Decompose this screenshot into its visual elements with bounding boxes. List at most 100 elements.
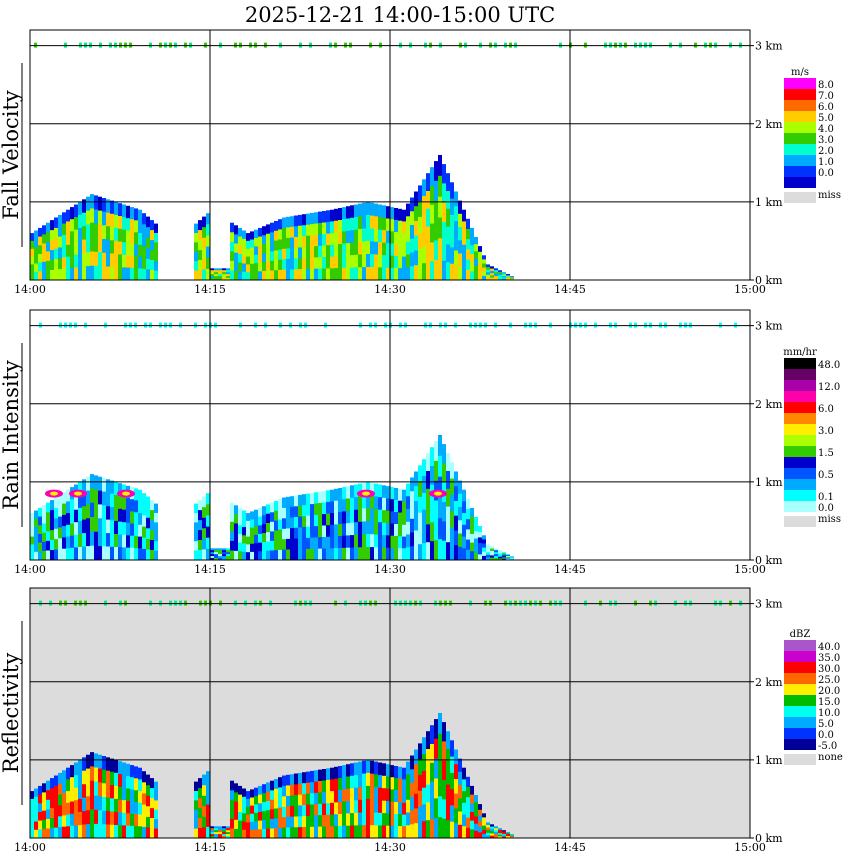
echo-cell <box>502 557 506 560</box>
echo-cell <box>506 276 510 278</box>
echo-cell <box>94 265 98 281</box>
echo-cell <box>298 505 302 518</box>
echo-cell <box>54 217 58 229</box>
echo-cell <box>146 795 150 807</box>
echo-cell <box>214 270 218 273</box>
colorbar-swatch <box>784 100 816 111</box>
echo-cell <box>62 234 66 247</box>
echo-cell <box>250 263 254 273</box>
echo-cell <box>402 548 406 561</box>
echo-cell <box>94 795 98 811</box>
echo-cell <box>130 511 134 525</box>
colorbar-swatch <box>784 78 816 89</box>
echo-cell <box>466 249 470 261</box>
echo-cell <box>46 531 50 542</box>
echo-cell <box>310 537 314 550</box>
echo-cell <box>374 509 378 523</box>
echo-cell <box>454 235 458 251</box>
echo-cell <box>222 828 226 831</box>
echo-cell <box>262 802 266 812</box>
echo-cell <box>246 233 250 242</box>
echo-cell <box>450 772 454 790</box>
echo-cell <box>198 798 202 809</box>
echo-cell <box>490 553 494 556</box>
echo-cell <box>134 244 138 257</box>
x-tick-label: 14:00 <box>14 841 46 854</box>
echo-cell <box>230 809 234 820</box>
echo-cell <box>346 267 350 281</box>
echo-cell <box>426 471 430 490</box>
echo-cell <box>470 542 474 552</box>
echo-cell <box>122 787 126 801</box>
echo-cell <box>226 828 230 831</box>
echo-cell <box>278 509 282 520</box>
echo-cell <box>126 800 130 814</box>
echo-cell <box>218 828 222 831</box>
echo-cell <box>322 815 326 827</box>
echo-cell <box>330 489 334 502</box>
echo-cell <box>322 514 326 526</box>
echo-cell <box>406 547 410 561</box>
echo-cell <box>98 490 102 505</box>
echo-cell <box>402 501 406 514</box>
echo-cell <box>50 260 54 271</box>
echo-cell <box>386 206 390 219</box>
colorbar-missing-label: miss <box>818 514 841 525</box>
echo-cell <box>154 541 158 552</box>
echo-cell <box>354 204 358 218</box>
echo-cell <box>426 524 430 543</box>
echo-cell <box>390 255 394 269</box>
echo-cell <box>490 835 494 839</box>
echo-cell <box>306 537 310 550</box>
echo-cell <box>38 236 42 246</box>
echo-cell <box>214 828 218 831</box>
echo-cell <box>454 221 458 237</box>
echo-cell <box>82 784 86 799</box>
echo-cell <box>106 212 110 227</box>
echo-cell <box>298 269 302 281</box>
echo-cell <box>150 250 154 261</box>
echo-cell <box>338 232 342 245</box>
echo-cell <box>386 825 390 839</box>
echo-cell <box>458 240 462 254</box>
echo-cell <box>134 548 138 561</box>
echo-cell <box>126 547 130 561</box>
echo-cell <box>430 541 434 561</box>
echo-cell <box>150 550 154 561</box>
echo-cell <box>466 817 470 829</box>
echo-cell <box>426 244 430 263</box>
echo-cell <box>510 834 514 836</box>
echo-cell <box>342 207 346 220</box>
echo-cell <box>390 207 394 220</box>
echo-cell <box>50 500 54 511</box>
colorbar-swatch <box>784 380 816 391</box>
echo-cell <box>414 265 418 281</box>
echo-cell <box>362 482 366 497</box>
echo-cell <box>282 549 286 561</box>
echo-cell <box>202 227 206 239</box>
echo-cell <box>238 785 242 796</box>
echo-cell <box>382 825 386 839</box>
height-tick-label: 1 km <box>755 196 783 209</box>
echo-cell <box>346 788 350 802</box>
echo-cell <box>358 799 362 813</box>
echo-cell <box>498 270 502 273</box>
echo-cell <box>246 240 250 250</box>
echo-cell <box>50 808 54 819</box>
echo-cell <box>326 826 330 839</box>
echo-cell <box>42 261 46 272</box>
echo-cell <box>230 251 234 262</box>
echo-cell <box>122 775 126 789</box>
echo-cell <box>94 251 98 267</box>
echo-cell <box>114 520 118 535</box>
echo-cell <box>318 503 322 515</box>
echo-cell <box>194 270 198 281</box>
echo-cell <box>318 223 322 235</box>
echo-cell <box>94 767 98 783</box>
echo-cell <box>506 277 510 279</box>
echo-cell <box>342 487 346 500</box>
echo-cell <box>466 239 470 250</box>
echo-cell <box>210 826 214 829</box>
echo-cell <box>230 790 234 801</box>
echo-cell <box>110 480 114 495</box>
